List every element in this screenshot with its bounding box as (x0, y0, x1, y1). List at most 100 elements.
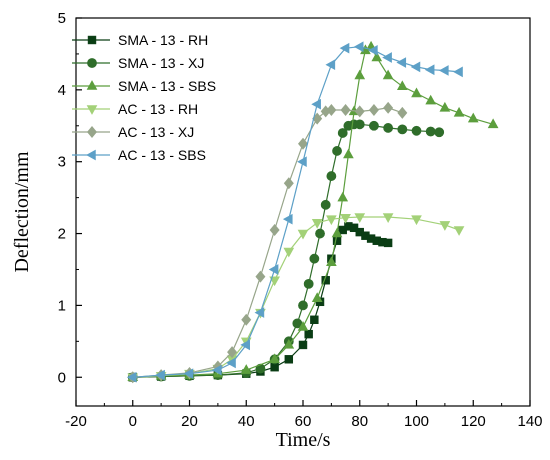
x-tick-label: 120 (461, 413, 486, 430)
data-point (383, 238, 393, 248)
series-layer (126, 40, 499, 384)
data-point (396, 80, 408, 91)
legend-item: SMA - 13 - RH (72, 32, 208, 48)
data-point (467, 112, 479, 123)
data-point (269, 276, 280, 287)
y-tick-label: 0 (58, 369, 66, 386)
data-point (434, 127, 445, 138)
data-point (183, 368, 194, 380)
legend-label: AC - 13 - SBS (118, 147, 206, 163)
data-point (382, 52, 392, 63)
data-point (326, 215, 337, 226)
data-point (353, 41, 364, 53)
data-point (411, 87, 422, 98)
data-point (310, 315, 319, 324)
data-point (331, 227, 343, 238)
data-point (155, 369, 165, 381)
series-1 (128, 222, 393, 382)
legend-label: SMA - 13 - XJ (118, 55, 204, 71)
data-point (339, 42, 350, 54)
data-point (284, 355, 294, 364)
legend-marker (86, 149, 96, 161)
data-point (303, 278, 314, 289)
x-axis-title: Time/s (276, 429, 331, 451)
data-point (340, 103, 351, 116)
data-point (227, 346, 238, 359)
data-point (411, 215, 422, 226)
data-point (311, 292, 323, 302)
x-tick-label: 80 (351, 413, 368, 430)
data-point (411, 125, 422, 136)
legend-marker (86, 80, 98, 90)
data-point (425, 126, 436, 137)
legend-item: AC - 13 - RH (72, 101, 198, 117)
y-axis-title: Deflection/mm (11, 151, 33, 273)
data-point (309, 253, 320, 264)
data-point (396, 57, 407, 68)
data-point (211, 364, 222, 376)
legend-label: AC - 13 - RH (118, 101, 198, 117)
data-point (369, 120, 379, 131)
legend-item: SMA - 13 - SBS (72, 78, 216, 94)
data-point (397, 106, 408, 119)
series-5 (127, 101, 408, 384)
data-point (349, 223, 359, 233)
data-point (311, 98, 321, 110)
data-point (298, 137, 308, 150)
y-tick-label: 1 (58, 297, 66, 314)
data-point (424, 64, 435, 76)
data-point (311, 219, 323, 229)
legend-marker (87, 126, 97, 138)
data-point (354, 69, 366, 80)
data-point (438, 65, 449, 76)
series-line (132, 45, 494, 378)
data-point (297, 229, 309, 240)
data-point (270, 362, 279, 372)
data-point (269, 223, 280, 236)
data-point (354, 213, 366, 223)
data-point (354, 105, 365, 118)
data-point (397, 124, 408, 135)
legend-label: AC - 13 - XJ (118, 124, 194, 140)
data-point (487, 118, 499, 129)
legend-label: SMA - 13 - SBS (118, 78, 216, 94)
data-point (240, 339, 250, 351)
data-point (255, 270, 266, 283)
series-line (132, 225, 389, 378)
x-tick-label: 0 (129, 413, 137, 430)
x-tick-label: 20 (181, 413, 198, 430)
data-point (326, 103, 337, 116)
legend-item: AC - 13 - XJ (72, 124, 194, 140)
y-axis: 0 1 2 3 4 5 (58, 10, 82, 386)
legend-marker (87, 58, 97, 68)
y-tick-label: 2 (58, 226, 66, 243)
y-tick-label: 5 (58, 10, 66, 27)
data-point (354, 119, 365, 130)
series-line (132, 216, 460, 378)
legend-item: SMA - 13 - XJ (72, 55, 204, 71)
x-tick-label: 100 (404, 413, 429, 430)
data-point (382, 213, 394, 223)
data-point (297, 156, 307, 168)
data-point (283, 247, 295, 258)
data-point (226, 357, 236, 369)
y-tick-label: 3 (58, 154, 66, 171)
data-point (254, 307, 265, 318)
data-point (382, 69, 394, 80)
data-point (332, 146, 342, 156)
data-point (371, 51, 383, 62)
data-point (315, 228, 325, 239)
data-point (326, 171, 337, 181)
data-point (298, 300, 308, 311)
data-point (383, 101, 394, 114)
data-point (269, 353, 280, 364)
data-point (283, 339, 295, 349)
data-point (439, 221, 451, 231)
data-point (453, 226, 465, 236)
data-point (268, 264, 279, 275)
series-4 (127, 213, 465, 384)
data-point (240, 364, 252, 374)
data-point (340, 213, 351, 224)
